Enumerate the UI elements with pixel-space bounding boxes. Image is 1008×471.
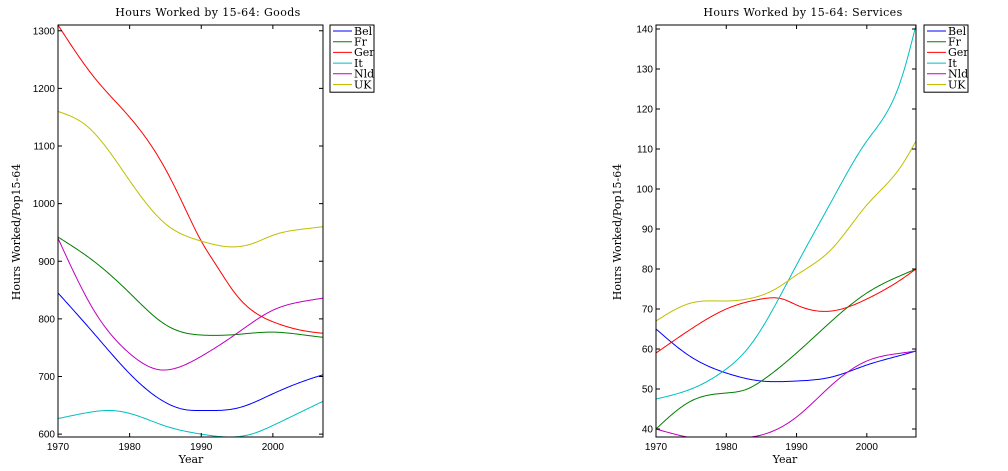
goods-y-tick-label: 700 (38, 372, 55, 383)
goods-y-tick-label: 900 (38, 257, 55, 268)
services-plot-frame (655, 24, 917, 438)
goods-legend-label-nld: Nld (354, 68, 374, 81)
services-y-tick-label: 100 (636, 185, 653, 196)
services-x-tick-label: 2000 (856, 442, 879, 453)
services-series-bel-line (656, 328, 916, 383)
goods-x-tick-label: 1970 (47, 442, 70, 453)
services-series-fr-line (656, 268, 916, 430)
goods-series-ger-line (58, 25, 323, 334)
services-y-tick-label: 120 (636, 105, 653, 116)
services-legend-label-bel: Bel (948, 25, 967, 38)
goods-series-uk-line (58, 110, 323, 248)
goods-legend-label-ger: Ger (354, 46, 375, 59)
services-y-axis-label: Hours Worked/Pop15-64 (611, 164, 624, 300)
goods-series-bel-line (58, 292, 323, 412)
services-series-it-line (656, 25, 916, 400)
goods-x-tick-label: 1990 (190, 442, 213, 453)
services-chart: Hours Worked by 15-64: Services Year Hou… (611, 6, 969, 466)
services-series-uk-line (656, 140, 916, 322)
goods-series-fr-line (58, 236, 323, 338)
goods-series-it-line (58, 400, 323, 437)
services-y-tick-label: 60 (642, 345, 654, 356)
services-y-tick-label: 40 (642, 425, 654, 436)
goods-y-tick-label: 1000 (33, 199, 56, 210)
services-legend-label-nld: Nld (948, 68, 968, 81)
goods-legend-label-bel: Bel (354, 25, 373, 38)
services-legend-label-fr: Fr (948, 36, 962, 49)
goods-chart: Hours Worked by 15-64: Goods Year Hours … (10, 6, 375, 466)
services-x-axis-label: Year (772, 453, 798, 466)
services-legend-label-it: It (948, 57, 957, 70)
services-y-tick-label: 50 (642, 385, 654, 396)
goods-y-tick-label: 1300 (33, 26, 56, 37)
goods-y-tick-label: 1200 (33, 84, 56, 95)
services-y-tick-label: 90 (642, 225, 654, 236)
goods-chart-title: Hours Worked by 15-64: Goods (115, 6, 300, 19)
services-y-tick-label: 70 (642, 305, 654, 316)
services-legend-label-ger: Ger (948, 46, 969, 59)
goods-legend-label-it: It (354, 57, 363, 70)
services-y-tick-label: 130 (636, 65, 653, 76)
goods-plot-frame (57, 24, 324, 438)
goods-x-tick-label: 2000 (262, 442, 285, 453)
services-y-tick-label: 140 (636, 25, 653, 36)
services-y-tick-label: 80 (642, 265, 654, 276)
services-chart-title: Hours Worked by 15-64: Services (703, 6, 902, 19)
goods-legend-box (329, 24, 375, 93)
services-legend-label-uk: UK (948, 78, 966, 91)
goods-x-tick-label: 1980 (118, 442, 141, 453)
services-x-tick-label: 1970 (645, 442, 668, 453)
goods-y-axis-label: Hours Worked/Pop15-64 (10, 164, 23, 300)
goods-series-nld-line (58, 237, 323, 371)
goods-y-tick-label: 600 (38, 430, 55, 441)
services-series-nld-line (656, 350, 916, 437)
services-y-tick-label: 110 (637, 145, 653, 156)
goods-legend-label-fr: Fr (354, 36, 368, 49)
services-x-tick-label: 1990 (785, 442, 808, 453)
goods-y-tick-label: 1100 (33, 142, 55, 153)
goods-x-axis-label: Year (178, 453, 204, 466)
services-series-ger-line (656, 268, 916, 354)
services-x-tick-label: 1980 (715, 442, 738, 453)
goods-series-group (58, 25, 323, 437)
goods-y-tick-label: 800 (38, 314, 55, 325)
services-legend-box (923, 24, 969, 93)
goods-legend-label-uk: UK (354, 78, 372, 91)
services-series-group (656, 25, 916, 437)
